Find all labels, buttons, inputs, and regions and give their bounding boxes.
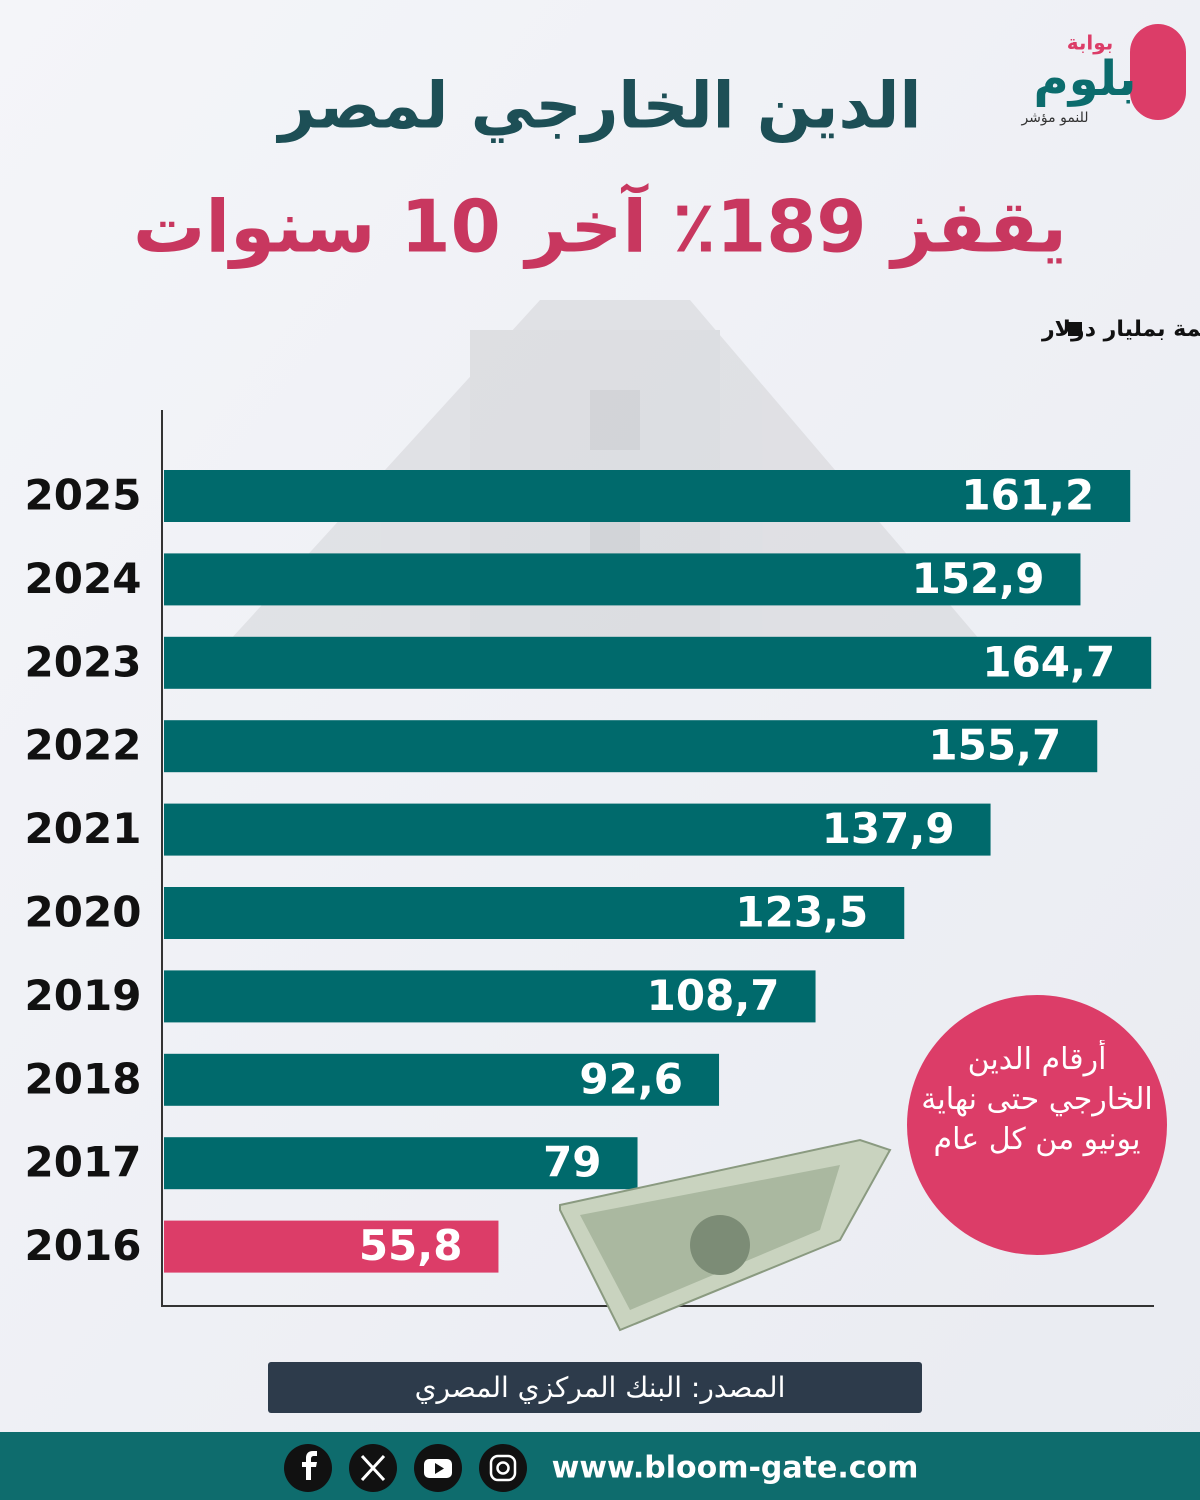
value-label: 161,2 xyxy=(961,471,1094,520)
value-label: 137,9 xyxy=(822,804,955,853)
value-label: 123,5 xyxy=(735,888,868,937)
bar xyxy=(164,720,1098,773)
annotation-box: أرقام الدين الخارجي حتى نهاية يونيو من ك… xyxy=(921,1042,1153,1157)
value-label: 155,7 xyxy=(928,721,1061,770)
value-label: 152,9 xyxy=(912,554,1045,603)
bar xyxy=(164,470,1131,522)
y-tick-label: 2023 xyxy=(25,637,142,686)
source-box xyxy=(268,1362,922,1413)
logo-tagline: للنمو مؤشر xyxy=(1020,110,1088,126)
bar xyxy=(164,1053,720,1106)
instagram-icon[interactable] xyxy=(479,1444,527,1492)
value-label: 55,8 xyxy=(359,1221,463,1270)
bar xyxy=(164,1220,499,1273)
chart-title: الدين الخارجي لمصر xyxy=(276,70,922,144)
bar xyxy=(164,887,905,939)
bar xyxy=(164,553,1081,606)
logo: بوابة بلوم للنمو مؤشر xyxy=(1020,24,1186,126)
bar xyxy=(164,970,816,1023)
bars: 2025 161,2 2024 152,9 2023 164,7 2022 155,7 2021… xyxy=(25,470,1152,1273)
y-tick-label: 2019 xyxy=(25,971,142,1020)
y-tick-label: 2020 xyxy=(25,888,142,937)
bar xyxy=(164,636,1152,689)
value-label: 164,7 xyxy=(982,637,1115,686)
y-tick-label: 2025 xyxy=(25,471,142,520)
y-tick-label: 2016 xyxy=(25,1221,142,1270)
bar xyxy=(164,803,991,856)
logo-top: بوابة xyxy=(1067,31,1114,55)
logo-name: بلوم xyxy=(1034,51,1137,107)
value-label: 92,6 xyxy=(579,1054,683,1103)
y-tick-label: 2017 xyxy=(25,1138,142,1187)
bar xyxy=(164,1137,638,1190)
y-tick-label: 2022 xyxy=(25,721,142,770)
website[interactable]: www.bloom-gate.com xyxy=(552,1451,919,1486)
dollar-bill xyxy=(559,1138,892,1332)
annotation-circle xyxy=(907,995,1167,1255)
legend-label: القيمة بمليار دولار xyxy=(1041,317,1200,342)
source: المصدر: البنك المركزي المصري xyxy=(415,1371,786,1404)
y-tick-label: 2021 xyxy=(25,804,142,853)
legend-swatch xyxy=(1068,322,1082,336)
y-tick-label: 2024 xyxy=(25,554,142,603)
value-label: 79 xyxy=(543,1138,601,1187)
value-label: 108,7 xyxy=(647,971,780,1020)
chart-subtitle: يقفز 189٪ آخر 10 سنوات xyxy=(133,183,1067,270)
footer-bar xyxy=(0,1432,1200,1500)
social-icons xyxy=(284,1444,527,1492)
y-tick-label: 2018 xyxy=(25,1054,142,1103)
annotation: أرقام الدين الخارجي حتى نهاية يونيو من ك… xyxy=(921,1042,1153,1157)
